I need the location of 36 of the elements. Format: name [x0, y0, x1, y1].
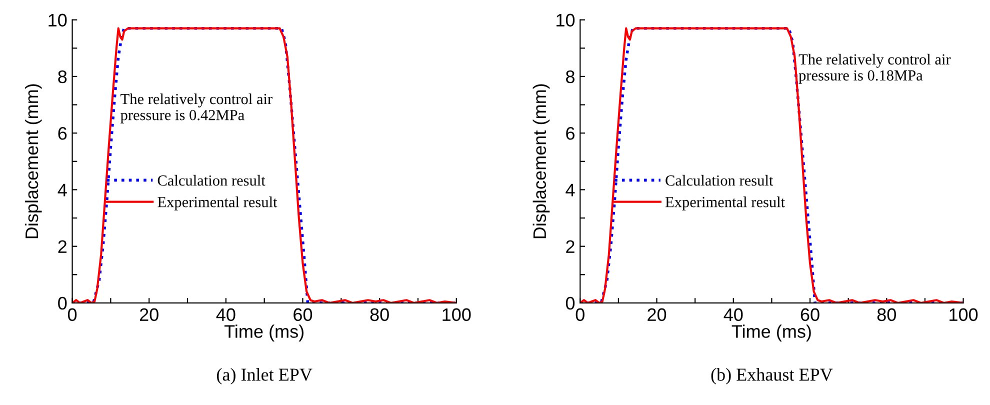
y-tick-label: 0	[58, 296, 67, 310]
y-tick-label: 4	[58, 184, 67, 196]
legend-label: Calculation result	[666, 174, 774, 186]
x-tick-label: 60	[294, 308, 312, 322]
y-tick-label: 0	[566, 296, 575, 310]
y-tick-label: 6	[58, 127, 67, 140]
y-tick-label: 8	[566, 70, 574, 84]
x-tick-label: 0	[68, 308, 77, 322]
y-tick-label: 10	[556, 14, 575, 27]
x-tick-label: 20	[140, 308, 158, 322]
y-tick-label: 2	[58, 240, 67, 253]
legend-label: Calculation result	[158, 174, 266, 186]
x-tick-label: 100	[442, 308, 471, 322]
y-axis-title: Displacement (mm)	[532, 84, 550, 238]
x-tick-label: 80	[877, 308, 896, 322]
y-tick-label: 10	[48, 14, 67, 27]
x-tick-label: 40	[724, 308, 743, 322]
y-tick-label: 4	[566, 184, 575, 196]
x-tick-label: 60	[800, 308, 820, 322]
y-tick-label: 6	[566, 127, 574, 140]
x-tick-label: 40	[216, 308, 236, 322]
text: (a) Inlet EPV	[216, 368, 312, 384]
x-tick-label: 80	[370, 308, 389, 322]
x-axis-title: Time (ms)	[732, 324, 811, 342]
y-axis-title: Displacement (mm)	[24, 84, 42, 238]
legend-label: Experimental result	[665, 196, 785, 210]
x-axis-title: Time (ms)	[224, 324, 304, 342]
y-tick-label: 8	[58, 70, 67, 84]
text: (b) Exhaust EPV	[711, 368, 833, 384]
x-tick-label: 20	[648, 308, 666, 322]
legend-label: Experimental result	[158, 196, 278, 210]
x-tick-label: 100	[950, 308, 978, 322]
x-tick-label: 0	[576, 308, 584, 322]
annotation: The relatively control air pressure is 0.18MPa	[798, 54, 951, 84]
y-tick-label: 2	[566, 240, 574, 253]
annotation: The relatively control air pressure is 0.42MPa	[120, 93, 272, 124]
